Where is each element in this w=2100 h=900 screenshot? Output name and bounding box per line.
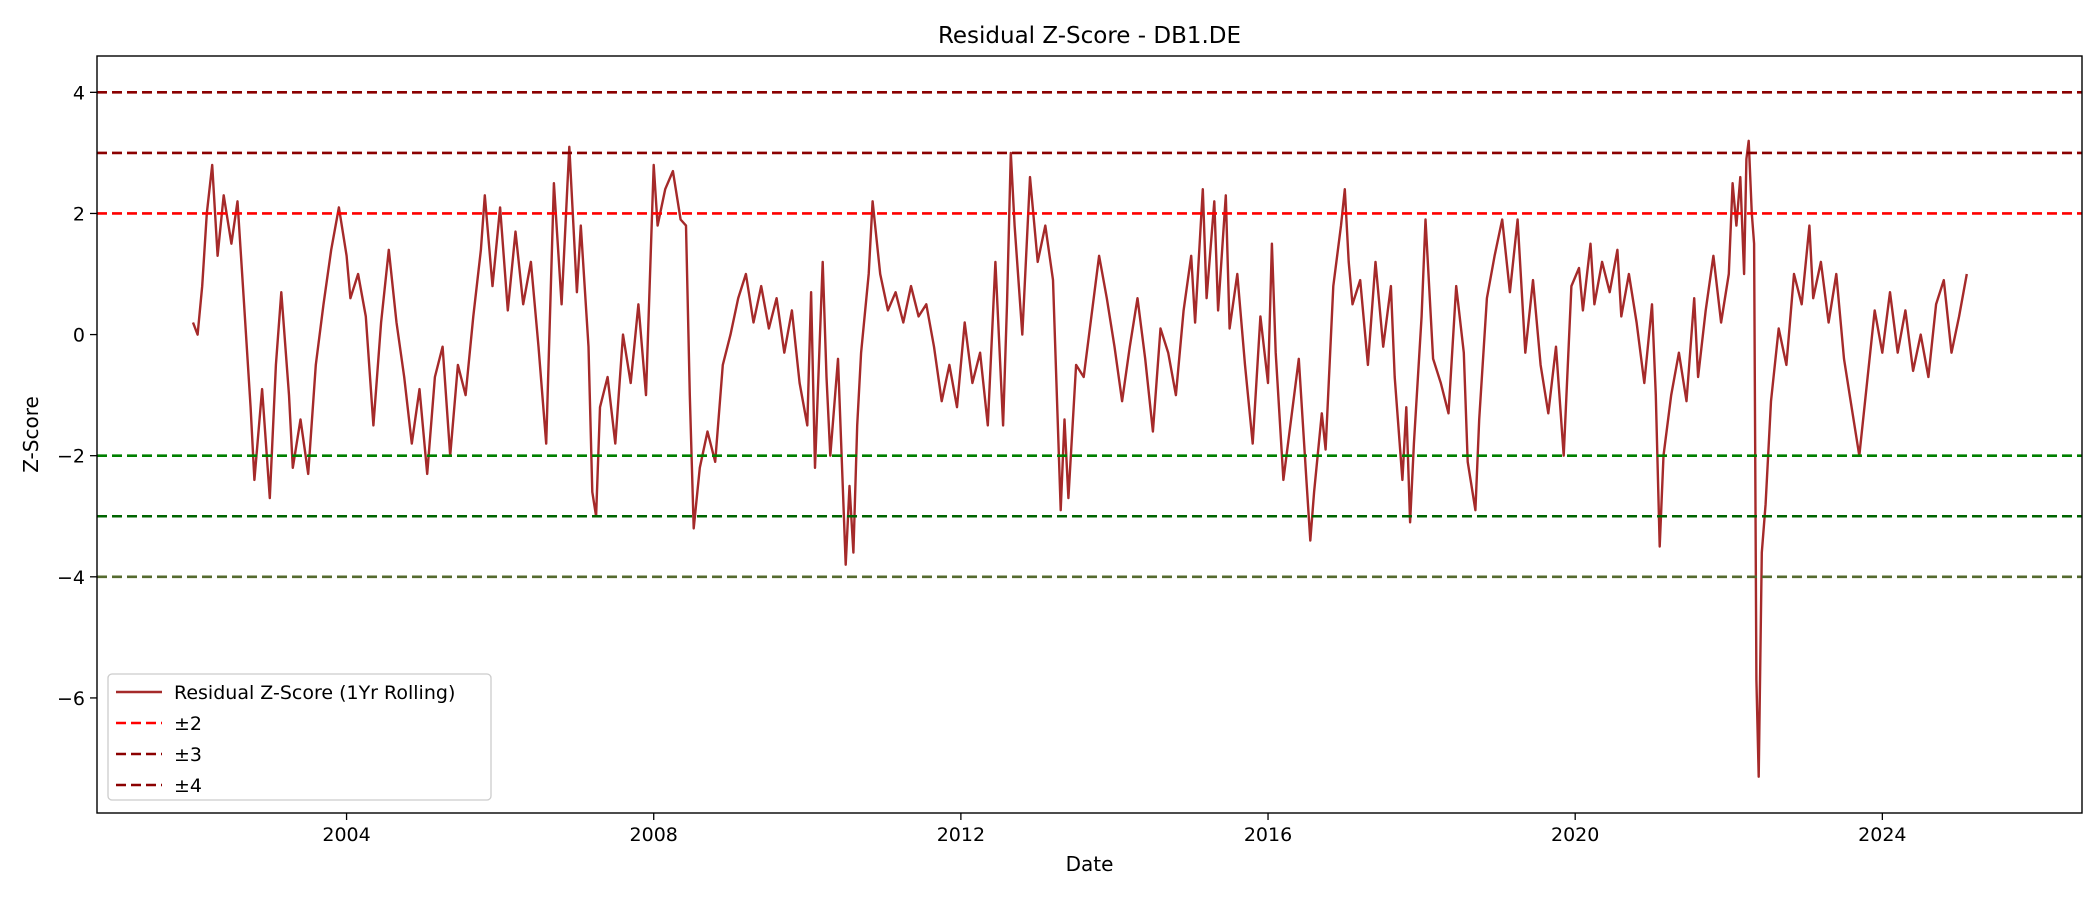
legend-label: ±4 bbox=[174, 775, 202, 797]
legend: Residual Z-Score (1Yr Rolling) ±2 ±3 ±4 bbox=[107, 673, 492, 801]
x-tick-label: 2004 bbox=[322, 824, 370, 846]
y-tick-label: 0 bbox=[73, 325, 85, 347]
x-tick-label: 2012 bbox=[937, 824, 985, 846]
x-tick-label: 2008 bbox=[630, 824, 678, 846]
y-tick-label: 2 bbox=[73, 203, 85, 225]
legend-label: Residual Z-Score (1Yr Rolling) bbox=[174, 682, 455, 704]
y-tick-label: −6 bbox=[57, 688, 85, 710]
y-tick-label: −4 bbox=[57, 567, 85, 589]
y-axis-ticks: 4 2 0 −2 −4 −6 bbox=[57, 82, 97, 710]
legend-label: ±2 bbox=[174, 713, 202, 735]
plot-frame bbox=[96, 55, 2083, 814]
x-tick-label: 2024 bbox=[1858, 824, 1906, 846]
y-tick-label: −2 bbox=[57, 446, 85, 468]
legend-label: ±3 bbox=[174, 744, 202, 766]
y-tick-label: 4 bbox=[73, 82, 85, 104]
chart-title: Residual Z-Score - DB1.DE bbox=[938, 23, 1241, 49]
x-tick-label: 2020 bbox=[1551, 824, 1599, 846]
series-layer bbox=[191, 139, 1968, 778]
x-axis-label: Date bbox=[1066, 852, 1114, 876]
reference-lines bbox=[97, 91, 2082, 579]
y-axis-label: Z-Score bbox=[19, 396, 43, 473]
x-tick-label: 2016 bbox=[1244, 824, 1292, 846]
legend-box bbox=[107, 673, 492, 801]
series-line-0 bbox=[191, 139, 1968, 778]
x-axis-ticks: 2004 2008 2012 2016 2020 2024 bbox=[322, 813, 1907, 846]
